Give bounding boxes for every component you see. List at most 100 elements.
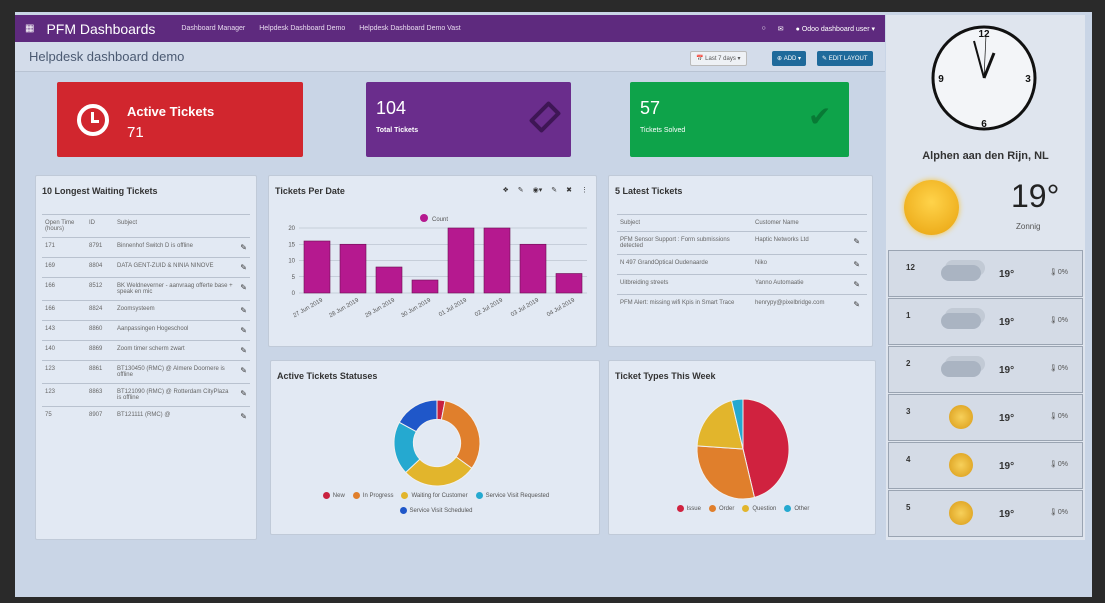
edit-pencil-icon[interactable]: ✎ [237, 237, 250, 258]
nav-dashboard-manager[interactable]: Dashboard Manager [181, 25, 246, 32]
close-icon[interactable]: ✖ [566, 187, 572, 194]
edit-pencil-icon[interactable]: ✎ [850, 254, 867, 275]
panel-title: Ticket Types This Week [615, 371, 716, 381]
forecast-temp: 19° [999, 461, 1015, 472]
raindrop-icon: 🌡 [1049, 509, 1058, 516]
customer-name: henrypy@pixelbridge.com [752, 294, 851, 314]
x-tick-label: 29 Jun 2019 [364, 297, 396, 319]
activity-icon[interactable]: ○ [761, 25, 766, 32]
clock-9: 9 [938, 74, 944, 85]
table-row[interactable]: 140 8869 Zoom timer scherm zwart ✎ [42, 340, 250, 361]
bar [303, 240, 331, 294]
rain-percent: 0% [1057, 317, 1069, 324]
edit-pencil-icon[interactable]: ✎ [237, 300, 250, 321]
subject: N 497 GrandOptical Oudenaarde [617, 254, 752, 275]
kpi-tickets-solved[interactable]: 57 Tickets Solved ✔ [630, 82, 849, 157]
edit-pencil-icon[interactable]: ✎ [237, 277, 250, 301]
subject: BT130450 (RMC) @ Almere Doornere is offl… [114, 360, 238, 384]
ticket-icon [528, 100, 562, 134]
x-tick-label: 04 Jul 2019 [546, 297, 576, 318]
chart-type-icon[interactable]: ◉▾ [532, 187, 543, 194]
add-label: ADD [783, 55, 797, 62]
edit-pencil-icon[interactable]: ✎ [237, 383, 250, 407]
apps-menu-icon[interactable]: ▦ [25, 23, 35, 34]
panel-title: 10 Longest Waiting Tickets [42, 186, 158, 196]
subject: Zoomsysteem [114, 300, 238, 321]
ticket-id: 8791 [86, 237, 114, 258]
brand[interactable]: PFM Dashboards [46, 20, 156, 37]
table-row[interactable]: N 497 GrandOptical Oudenaarde Niko ✎ [617, 254, 867, 275]
edit-pencil-icon[interactable]: ✎ [237, 360, 250, 384]
user-menu[interactable]: ● Odoo dashboard user ▾ [795, 25, 875, 33]
add-button[interactable]: ⊕ ADD ▾ [772, 51, 807, 66]
edit-pencil-icon[interactable]: ✎ [237, 257, 250, 278]
edit-pencil-icon[interactable]: ✎ [850, 294, 867, 314]
nav-helpdesk-demo[interactable]: Helpdesk Dashboard Demo [259, 25, 346, 32]
table-row[interactable]: 166 8512 BK Weldneverner - aanvraag offert… [42, 277, 250, 301]
col-customer: Customer Name [752, 214, 851, 232]
table-row[interactable]: 123 8861 BT130450 (RMC) @ Almere Doornere … [42, 360, 250, 384]
y-tick-label: 15 [288, 242, 295, 248]
forecast-row: 1 19° 🌡0% [888, 298, 1083, 345]
legend-item[interactable]: Question [742, 505, 776, 512]
latest-tickets-panel: 5 Latest Tickets Subject Customer Name PF… [608, 175, 873, 347]
table-row[interactable]: PFM Sensor Support : Form submissions de… [617, 231, 867, 255]
second-hand [983, 34, 987, 79]
bar [555, 273, 583, 294]
raindrop-icon: 🌡 [1049, 461, 1058, 468]
edit-pencil-icon[interactable]: ✎ [237, 320, 250, 341]
slice-question [696, 399, 744, 450]
slice-order [696, 445, 756, 500]
table-row[interactable]: PFM Alert: missing wifi Kpis in Smart Tr… [617, 294, 867, 314]
legend-item[interactable]: Other [784, 505, 809, 512]
chat-icon[interactable]: ✉ [777, 25, 784, 33]
table-row[interactable]: 75 8907 BT121111 (RMC) @ ✎ [42, 406, 250, 426]
legend-item[interactable]: Order [708, 505, 734, 512]
table-row[interactable]: 169 8804 DATA GENT-ZUID & NINIA NINOVE ✎ [42, 257, 250, 278]
edit-pencil-icon[interactable]: ✎ [237, 406, 250, 426]
raindrop-icon: 🌡 [1049, 365, 1058, 372]
legend-item[interactable]: New [322, 492, 345, 499]
rain-percent: 0% [1057, 461, 1069, 468]
pencil-icon[interactable]: ✎ [551, 187, 558, 194]
kpi-value: 71 [127, 124, 144, 141]
edit-layout-button[interactable]: ✎ EDIT LAYOUT [817, 51, 873, 66]
x-tick-label: 30 Jun 2019 [400, 297, 432, 319]
table-row[interactable]: 143 8860 Aanpassingen Hogeschool ✎ [42, 320, 250, 341]
legend-item[interactable]: Service Visit Scheduled [399, 507, 472, 515]
sunny-icon [949, 405, 973, 429]
legend-item[interactable]: Issue [676, 505, 701, 512]
edit-pencil-icon[interactable]: ✎ [850, 231, 867, 255]
legend-label: Count [432, 217, 448, 223]
ticket-id: 8512 [86, 277, 114, 301]
active-statuses-panel: Active Tickets Statuses New In Progress Wa… [270, 360, 600, 535]
edit-icon[interactable]: ✎ [517, 187, 524, 194]
table-row[interactable]: 166 8824 Zoomsysteem ✎ [42, 300, 250, 321]
current-temp: 19° [1011, 178, 1060, 214]
date-range-select[interactable]: 📅 Last 7 days ▾ [690, 51, 747, 66]
legend-swatch [399, 507, 407, 515]
table-row[interactable]: Uitbreiding streets Yanno Automaatie ✎ [617, 274, 867, 295]
panel-title: Active Tickets Statuses [277, 371, 378, 381]
kpi-value: 104 [376, 98, 407, 118]
table-row[interactable]: 171 8791 Binnenhof Switch D is offline ✎ [42, 237, 250, 258]
subject: Aanpassingen Hogeschool [114, 320, 238, 341]
edit-pencil-icon[interactable]: ✎ [850, 274, 867, 295]
edit-pencil-icon[interactable]: ✎ [237, 340, 250, 361]
nav-helpdesk-demo-vast[interactable]: Helpdesk Dashboard Demo Vast [359, 25, 461, 32]
legend-item[interactable]: Waiting for Customer [401, 492, 468, 499]
more-icon[interactable]: ⋮ [581, 187, 588, 194]
kpi-active-tickets[interactable]: Active Tickets 71 [57, 82, 303, 157]
open-time: 75 [42, 406, 86, 426]
kpi-total-tickets[interactable]: 104 Total Tickets [366, 82, 571, 157]
legend-item[interactable]: Service Visit Requested [475, 492, 550, 500]
x-tick-label: 27 Jun 2019 [292, 297, 324, 319]
legend-label: Service Visit Requested [485, 493, 550, 500]
col-subject: Subject [114, 214, 238, 238]
table-row[interactable]: 123 8863 BT121090 (RMC) @ Rotterdam CityPl… [42, 383, 250, 407]
legend-swatch [475, 492, 483, 499]
info-icon[interactable]: ❖ [502, 187, 509, 194]
legend-item[interactable]: In Progress [352, 492, 393, 499]
open-time: 143 [42, 320, 86, 341]
slice-other [730, 398, 744, 450]
